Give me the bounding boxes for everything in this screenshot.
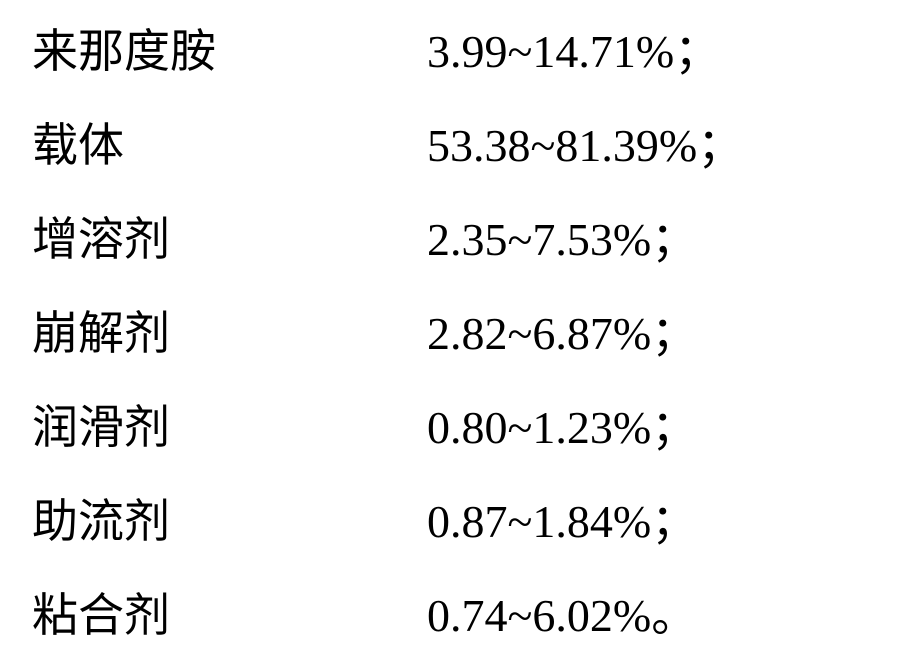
ingredient-value: 2.82~6.87%； (427, 297, 697, 363)
table-row: 助流剂 0.87~1.84%； (32, 485, 892, 551)
table-row: 粘合剂 0.74~6.02%。 (32, 579, 892, 645)
ingredient-label: 来那度胺 (32, 15, 427, 81)
table-row: 增溶剂 2.35~7.53%； (32, 203, 892, 269)
value-punct: ； (674, 26, 720, 77)
ingredient-value: 2.35~7.53%； (427, 203, 697, 269)
page: 来那度胺 3.99~14.71%； 载体 53.38~81.39%； 增溶剂 2… (0, 0, 919, 661)
value-text: 0.74~6.02% (427, 590, 651, 641)
table-row: 崩解剂 2.82~6.87%； (32, 297, 892, 363)
table-row: 润滑剂 0.80~1.23%； (32, 391, 892, 457)
ingredient-value: 53.38~81.39%； (427, 109, 743, 175)
ingredient-value: 0.74~6.02%。 (427, 579, 697, 645)
ingredient-label: 崩解剂 (32, 297, 427, 363)
value-punct: ； (651, 496, 697, 547)
table-row: 来那度胺 3.99~14.71%； (32, 15, 892, 81)
ingredient-label: 载体 (32, 109, 427, 175)
value-text: 0.80~1.23% (427, 402, 651, 453)
ingredient-value: 0.80~1.23%； (427, 391, 697, 457)
value-text: 0.87~1.84% (427, 496, 651, 547)
value-text: 2.82~6.87% (427, 308, 651, 359)
value-punct: 。 (651, 590, 697, 641)
value-text: 3.99~14.71% (427, 26, 674, 77)
value-punct: ； (697, 120, 743, 171)
table-row: 载体 53.38~81.39%； (32, 109, 892, 175)
ingredient-label: 助流剂 (32, 485, 427, 551)
ingredient-label: 润滑剂 (32, 391, 427, 457)
value-punct: ； (651, 308, 697, 359)
ingredient-label: 增溶剂 (32, 203, 427, 269)
ingredient-value: 0.87~1.84%； (427, 485, 697, 551)
value-text: 53.38~81.39% (427, 120, 697, 171)
ingredient-label: 粘合剂 (32, 579, 427, 645)
value-text: 2.35~7.53% (427, 214, 651, 265)
value-punct: ； (651, 214, 697, 265)
value-punct: ； (651, 402, 697, 453)
ingredient-value: 3.99~14.71%； (427, 15, 720, 81)
